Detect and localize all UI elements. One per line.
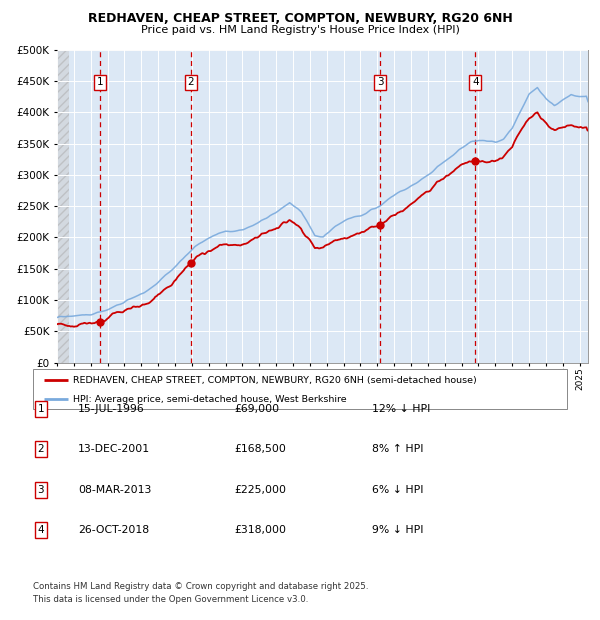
Text: 12% ↓ HPI: 12% ↓ HPI [372, 404, 430, 414]
Text: 3: 3 [37, 485, 44, 495]
Text: REDHAVEN, CHEAP STREET, COMPTON, NEWBURY, RG20 6NH (semi-detached house): REDHAVEN, CHEAP STREET, COMPTON, NEWBURY… [73, 376, 477, 384]
Text: REDHAVEN, CHEAP STREET, COMPTON, NEWBURY, RG20 6NH: REDHAVEN, CHEAP STREET, COMPTON, NEWBURY… [88, 12, 512, 25]
Text: £69,000: £69,000 [234, 404, 279, 414]
Text: 13-DEC-2001: 13-DEC-2001 [78, 445, 150, 454]
Text: 4: 4 [472, 78, 479, 87]
Text: 08-MAR-2013: 08-MAR-2013 [78, 485, 151, 495]
Text: 1: 1 [97, 78, 103, 87]
Text: 4: 4 [37, 525, 44, 535]
Bar [57, 50, 69, 363]
Text: Contains HM Land Registry data © Crown copyright and database right 2025.: Contains HM Land Registry data © Crown c… [33, 582, 368, 591]
Text: £318,000: £318,000 [234, 525, 286, 535]
Text: 26-OCT-2018: 26-OCT-2018 [78, 525, 149, 535]
Text: HPI: Average price, semi-detached house, West Berkshire: HPI: Average price, semi-detached house,… [73, 394, 347, 404]
Text: £225,000: £225,000 [234, 485, 286, 495]
Text: £168,500: £168,500 [234, 445, 286, 454]
Text: 1: 1 [37, 404, 44, 414]
Text: 9% ↓ HPI: 9% ↓ HPI [372, 525, 424, 535]
Text: 3: 3 [377, 78, 383, 87]
Text: 2: 2 [37, 445, 44, 454]
Text: 2: 2 [188, 78, 194, 87]
Text: This data is licensed under the Open Government Licence v3.0.: This data is licensed under the Open Gov… [33, 595, 308, 604]
Text: Price paid vs. HM Land Registry's House Price Index (HPI): Price paid vs. HM Land Registry's House … [140, 25, 460, 35]
Text: 6% ↓ HPI: 6% ↓ HPI [372, 485, 424, 495]
Text: 8% ↑ HPI: 8% ↑ HPI [372, 445, 424, 454]
Text: 15-JUL-1996: 15-JUL-1996 [78, 404, 145, 414]
